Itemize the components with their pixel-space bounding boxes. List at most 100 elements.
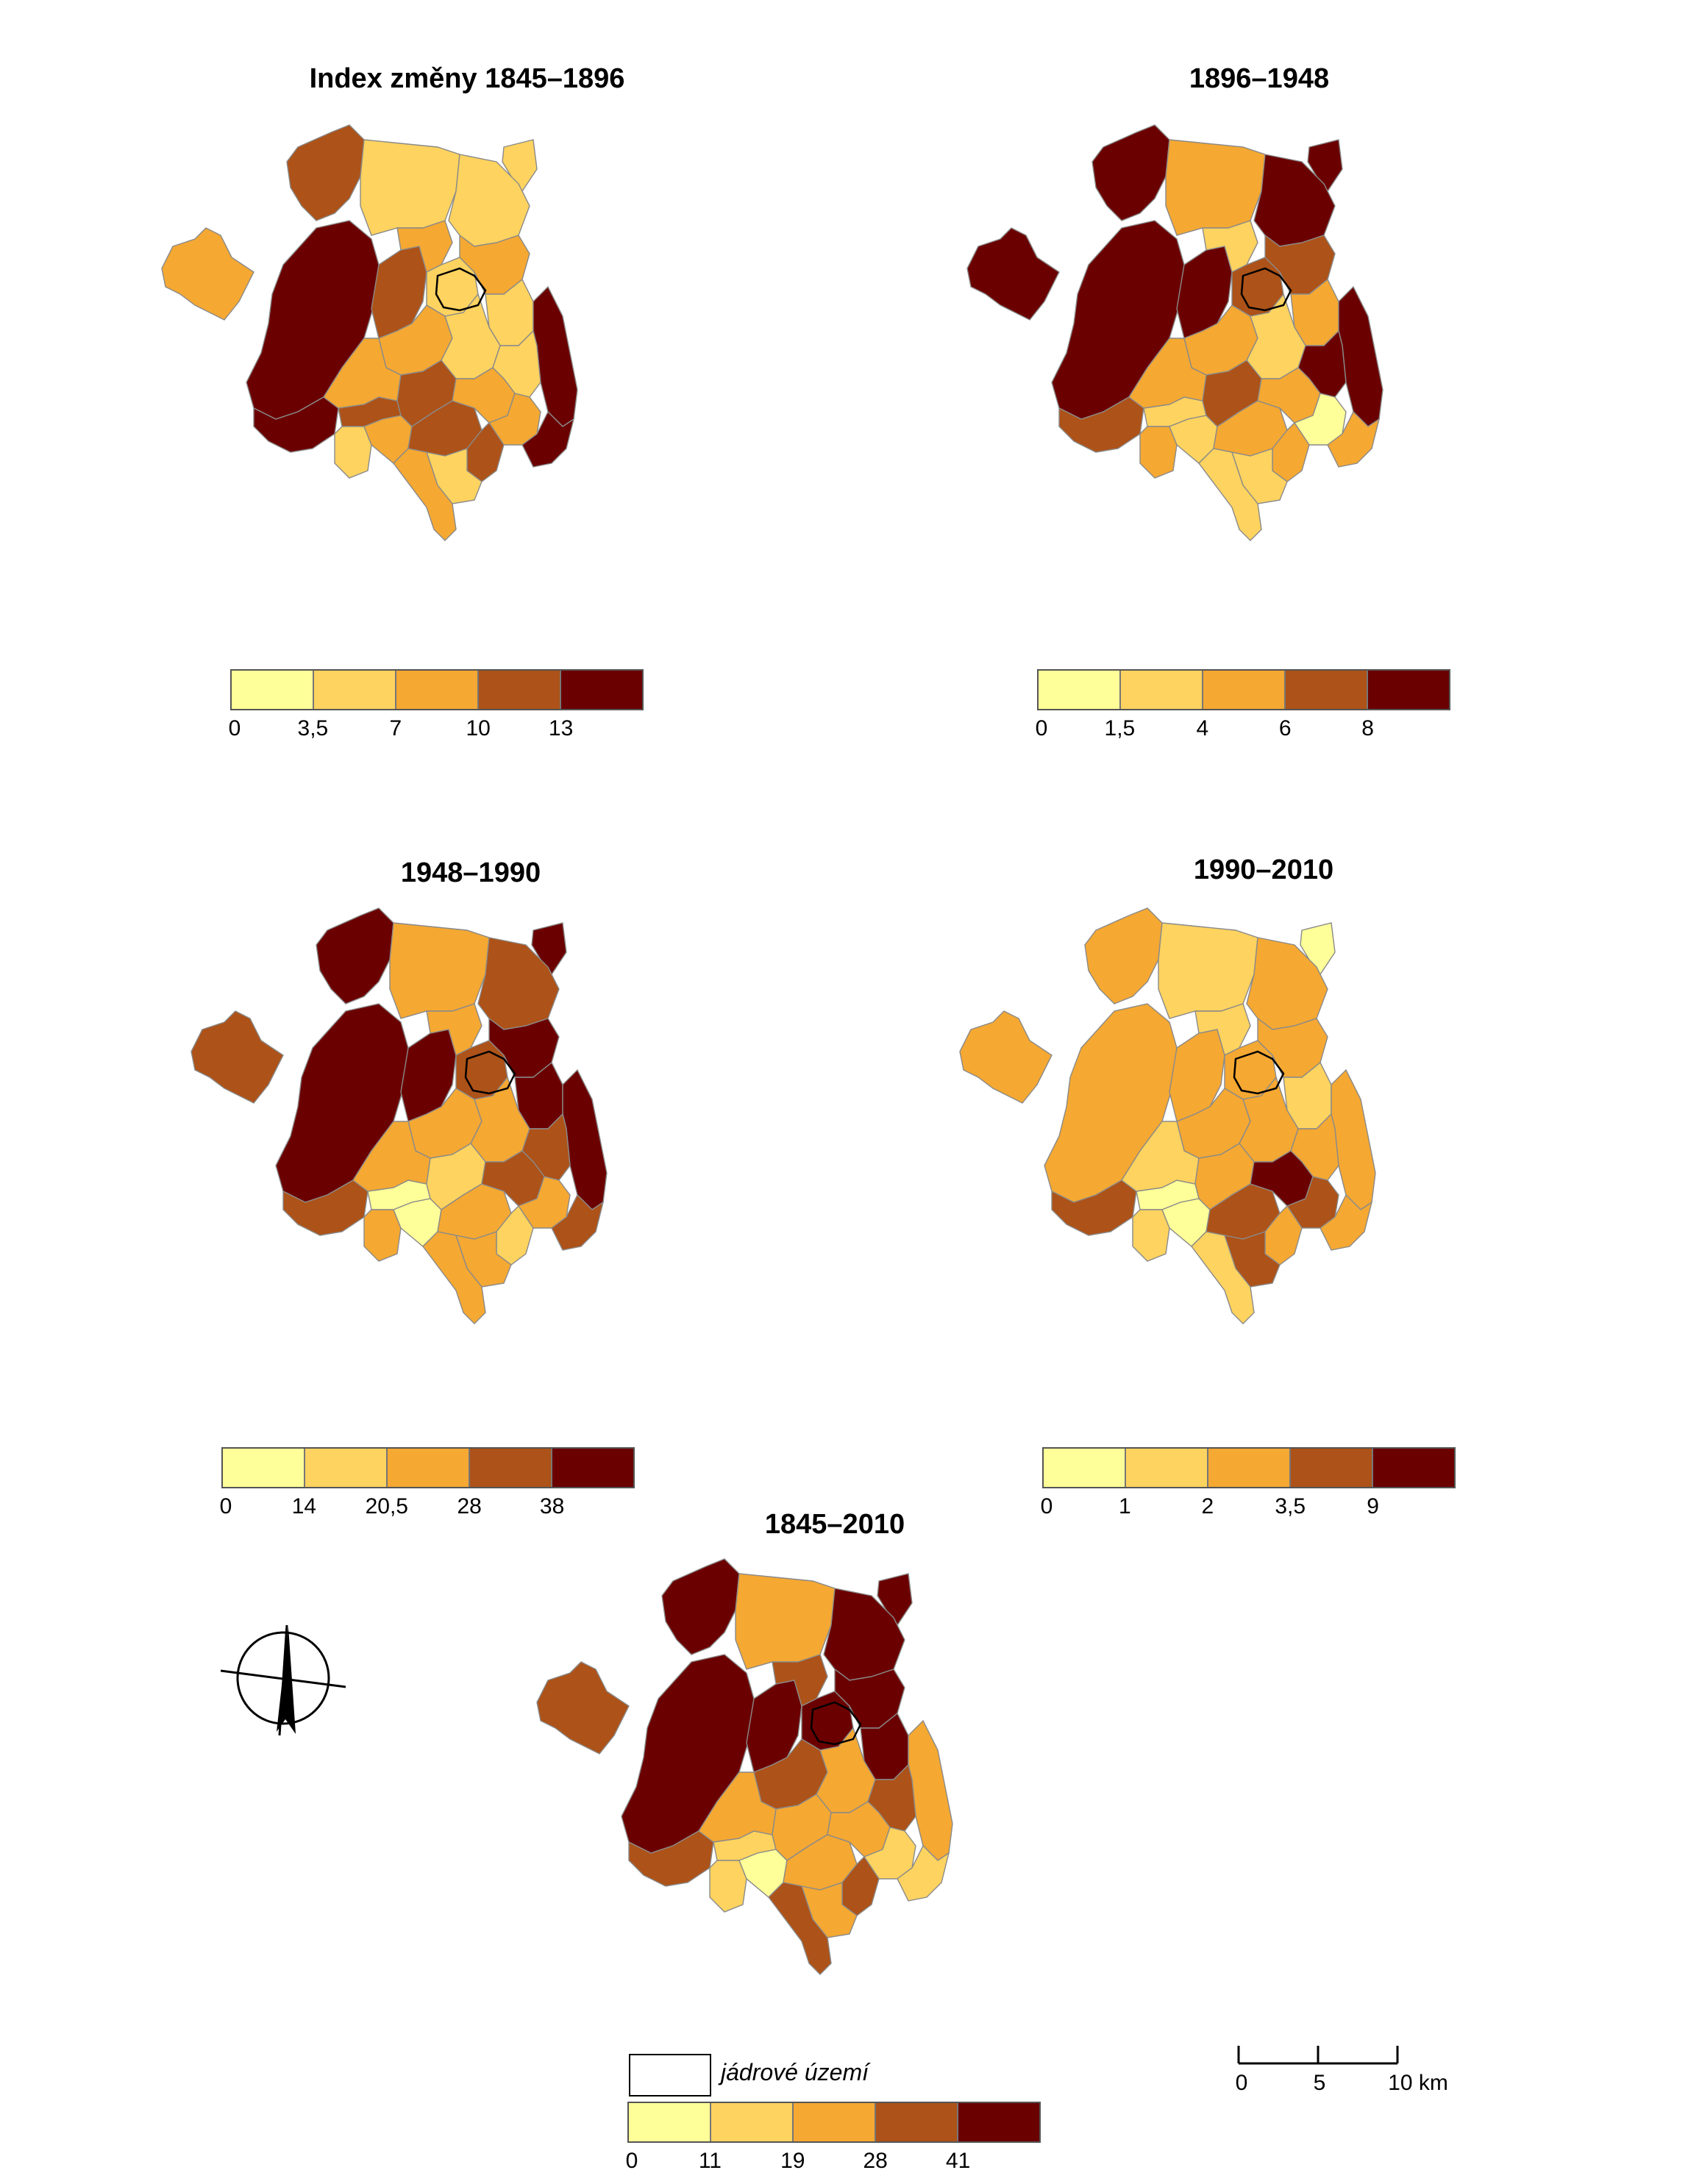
legend-tick-label: 20,5	[365, 1494, 408, 1519]
core-territory-swatch	[629, 2054, 711, 2096]
legend-bar-2	[1037, 669, 1450, 710]
legend-swatch	[1126, 1449, 1208, 1487]
map-region	[1132, 1209, 1170, 1262]
legend-tick-label: 14	[291, 1494, 317, 1519]
scale-bar	[1237, 2046, 1399, 2065]
legend-tick-label: 0	[228, 716, 241, 741]
legend-tick-label: 1,5	[1104, 716, 1136, 741]
map-title-3: 1948–1990	[400, 857, 541, 888]
legend-tick-label: 3,5	[297, 716, 329, 741]
legend-tick-label: 0	[1040, 1494, 1053, 1519]
choropleth-map-4	[959, 907, 1376, 1324]
legend-tick-label: 0	[625, 2149, 638, 2173]
legend-tick-label: 2	[1201, 1494, 1214, 1519]
legend-swatch	[305, 1449, 388, 1487]
map-region	[1091, 124, 1170, 221]
map-region	[768, 1882, 832, 1975]
map-region	[190, 1010, 284, 1104]
legend-tick-label: 19	[780, 2149, 805, 2173]
map-region	[897, 1844, 950, 1902]
legend-tick-label: 10	[466, 716, 491, 741]
legend-swatch	[876, 2103, 958, 2141]
legend-swatch	[958, 2103, 1039, 2141]
legend-tick-label: 13	[548, 716, 574, 741]
map-region	[562, 1068, 608, 1210]
map-region	[1320, 1193, 1373, 1251]
map-region	[334, 426, 372, 479]
map-region	[709, 1860, 747, 1913]
map-region	[551, 1193, 605, 1251]
legend-tick-label: 1	[1119, 1494, 1131, 1519]
choropleth-map-5	[536, 1558, 953, 1975]
map-region	[1084, 907, 1163, 1004]
core-territory-outline	[1233, 1050, 1285, 1095]
map-region	[533, 285, 578, 427]
map-title-2: 1896–1948	[1189, 63, 1330, 94]
legend-bar-1	[230, 669, 644, 710]
legend-tick-label: 6	[1278, 716, 1292, 741]
choropleth-map-1	[161, 124, 578, 541]
legend-tick-label: 41	[945, 2149, 971, 2173]
legend-swatch	[388, 1449, 470, 1487]
choropleth-map-3	[190, 907, 608, 1324]
legend-tick-label: 28	[457, 1494, 482, 1519]
legend-swatch	[1044, 1449, 1126, 1487]
map-region	[959, 1010, 1053, 1104]
map-region	[422, 1231, 486, 1324]
map-region	[316, 907, 394, 1004]
legend-swatch	[1208, 1449, 1291, 1487]
map-region	[1198, 448, 1262, 541]
map-region	[286, 124, 365, 221]
legend-swatch	[232, 671, 314, 709]
map-region	[908, 1719, 953, 1861]
legend-swatch	[479, 671, 561, 709]
legend-swatch	[794, 2103, 876, 2141]
core-territory-outline	[1240, 267, 1292, 312]
map-region	[517, 1176, 571, 1229]
legend-swatch	[1291, 1449, 1373, 1487]
legend-swatch	[711, 2103, 794, 2141]
legend-swatch	[1373, 1449, 1454, 1487]
legend-swatch	[1286, 671, 1368, 709]
legend-swatch	[629, 2103, 711, 2141]
north-arrow-icon	[221, 1625, 346, 1735]
map-region	[966, 227, 1060, 321]
scale-label-10km: 10 km	[1388, 2071, 1448, 2095]
legend-swatch	[1203, 671, 1286, 709]
legend-swatch	[561, 671, 642, 709]
legend-tick-label: 28	[863, 2149, 888, 2173]
map-region	[661, 1558, 740, 1655]
legend-tick-label: 7	[389, 716, 402, 741]
legend-tick-label: 0	[219, 1494, 232, 1519]
core-territory-outline	[464, 1050, 516, 1095]
map-region	[1139, 426, 1178, 479]
scale-label-0: 0	[1235, 2071, 1248, 2095]
map-region	[863, 1827, 916, 1880]
core-territory-outline	[435, 267, 487, 312]
legend-tick-label: 3,5	[1275, 1494, 1306, 1519]
map-region	[1293, 393, 1347, 446]
map-title-1: Index změny 1845–1896	[309, 63, 625, 94]
legend-bar-4	[1042, 1447, 1456, 1488]
scale-label-5: 5	[1313, 2071, 1326, 2095]
map-region	[393, 448, 457, 541]
map-region	[1191, 1231, 1255, 1324]
core-territory-outline	[810, 1701, 862, 1746]
map-region	[1286, 1176, 1339, 1229]
core-territory-label: jádrové území	[721, 2059, 869, 2085]
legend-tick-label: 8	[1361, 716, 1374, 741]
legend-swatch	[1368, 671, 1449, 709]
map-region	[1338, 285, 1383, 427]
legend-tick-label: 0	[1035, 716, 1048, 741]
map-region	[488, 393, 541, 446]
legend-tick-label: 9	[1367, 1494, 1379, 1519]
legend-bar-5	[627, 2102, 1041, 2143]
legend-tick-label: 11	[698, 2149, 722, 2173]
map-title-5: 1845–2010	[764, 1509, 905, 1540]
map-region	[1331, 1068, 1376, 1210]
legend-swatch	[396, 671, 479, 709]
legend-swatch	[1121, 671, 1203, 709]
map-region	[363, 1209, 402, 1262]
legend-bar-3	[221, 1447, 635, 1488]
map-title-4: 1990–2010	[1193, 854, 1334, 885]
